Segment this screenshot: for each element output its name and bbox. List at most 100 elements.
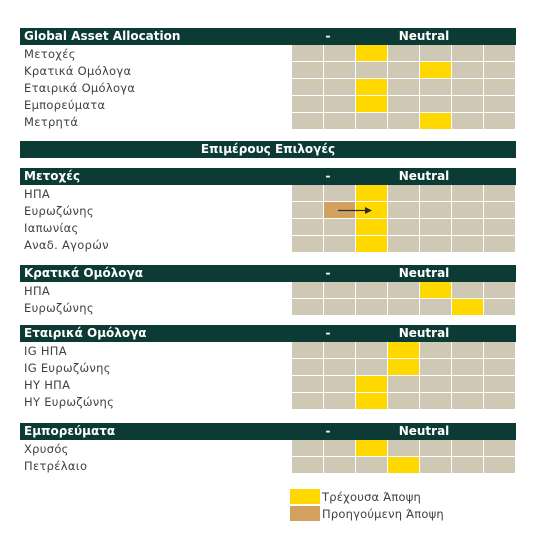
grid-cell	[324, 79, 356, 96]
grid-cell	[292, 96, 324, 113]
section-title: Εμπορεύματα	[24, 424, 116, 438]
grid-cell	[324, 96, 356, 113]
grid-cell	[292, 457, 324, 474]
current-view-cell	[420, 62, 452, 79]
current-view-cell	[356, 202, 388, 219]
grid-cell	[292, 282, 324, 299]
grid-cell	[452, 79, 484, 96]
row-label: Εταιρικά Ομόλογα	[24, 81, 136, 95]
row-label: IG ΗΠΑ	[24, 344, 67, 358]
grid-cell	[452, 113, 484, 130]
current-view-cell	[356, 376, 388, 393]
section-header: Εμπορεύματα - Neutral +	[20, 423, 525, 440]
grid-cell	[452, 457, 484, 474]
grid-cell	[356, 62, 388, 79]
section-title: Μετοχές	[24, 169, 81, 183]
current-view-cell	[388, 359, 420, 376]
grid-cell	[324, 440, 356, 457]
row-label: ΗΠΑ	[24, 284, 51, 298]
grid-cell	[388, 79, 420, 96]
grid-cell	[388, 45, 420, 62]
grid-cell	[388, 62, 420, 79]
grid-cell	[324, 45, 356, 62]
scale-plus-label: +	[514, 266, 526, 280]
grid-cell	[484, 282, 516, 299]
row-label: IG Ευρωζώνης	[24, 361, 111, 375]
grid-cell	[292, 62, 324, 79]
grid-cell	[452, 62, 484, 79]
grid-cell	[484, 45, 516, 62]
grid-cell	[484, 96, 516, 113]
row-label: Εμπορεύματα	[24, 98, 106, 112]
row-label: Πετρέλαιο	[24, 459, 88, 473]
grid-cell	[420, 342, 452, 359]
grid-cell	[484, 299, 516, 316]
grid-cell	[420, 219, 452, 236]
grid-cell	[356, 113, 388, 130]
current-view-cell	[388, 342, 420, 359]
current-view-cell	[356, 185, 388, 202]
grid-cell	[484, 185, 516, 202]
grid-cell	[388, 282, 420, 299]
scale-neutral-label: Neutral	[398, 266, 450, 280]
grid-cell	[292, 440, 324, 457]
grid-cell	[484, 393, 516, 410]
current-view-cell	[452, 299, 484, 316]
grid-cell	[420, 393, 452, 410]
grid-cell	[292, 45, 324, 62]
grid-cell	[484, 359, 516, 376]
grid-cell	[292, 393, 324, 410]
grid-cell	[292, 299, 324, 316]
grid-cell	[292, 236, 324, 253]
legend-label: Τρέχουσα Άποψη	[322, 490, 421, 504]
section-header: Κρατικά Ομόλογα - Neutral +	[20, 265, 525, 282]
grid-cell	[388, 376, 420, 393]
grid-cell	[292, 359, 324, 376]
current-view-cell	[356, 236, 388, 253]
grid-cell	[324, 62, 356, 79]
row-label: Ιαπωνίας	[24, 221, 79, 235]
grid-cell	[324, 299, 356, 316]
grid-cell	[324, 376, 356, 393]
grid-cell	[292, 185, 324, 202]
grid-cell	[420, 79, 452, 96]
row-label: Μετοχές	[24, 47, 76, 61]
grid-cell	[292, 342, 324, 359]
grid-cell	[484, 62, 516, 79]
grid-cell	[324, 282, 356, 299]
grid-cell	[356, 342, 388, 359]
grid-cell	[388, 236, 420, 253]
grid-cell	[452, 96, 484, 113]
grid-cell	[324, 219, 356, 236]
row-label: ΗΠΑ	[24, 187, 51, 201]
grid-cell	[420, 376, 452, 393]
grid-cell	[388, 185, 420, 202]
grid-cell	[292, 376, 324, 393]
grid-cell	[420, 299, 452, 316]
legend-swatch	[290, 506, 320, 521]
grid-cell	[388, 96, 420, 113]
row-label: Ευρωζώνης	[24, 204, 94, 218]
row-label: HY Ευρωζώνης	[24, 395, 115, 409]
divider-title: Επιμέρους Επιλογές	[20, 141, 516, 158]
grid-cell	[388, 202, 420, 219]
scale-plus-label: +	[514, 326, 526, 340]
scale-neutral-label: Neutral	[398, 424, 450, 438]
grid-cell	[484, 79, 516, 96]
grid-cell	[388, 440, 420, 457]
grid-cell	[452, 219, 484, 236]
grid-cell	[484, 236, 516, 253]
grid-cell	[452, 376, 484, 393]
grid-cell	[484, 219, 516, 236]
scale-neutral-label: Neutral	[398, 29, 450, 43]
grid-cell	[452, 45, 484, 62]
grid-cell	[292, 79, 324, 96]
grid-cell	[388, 299, 420, 316]
grid-cell	[420, 202, 452, 219]
row-label: Αναδ. Αγορών	[24, 238, 109, 252]
grid-cell	[420, 185, 452, 202]
scale-minus-label: -	[325, 29, 331, 43]
grid-cell	[420, 359, 452, 376]
current-view-cell	[420, 113, 452, 130]
